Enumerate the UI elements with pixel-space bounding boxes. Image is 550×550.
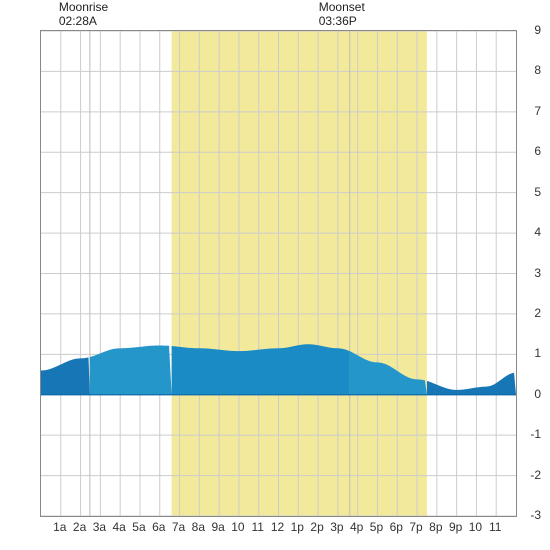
moonrise-time: 02:28A — [59, 14, 139, 28]
y-tick: 4 — [521, 225, 541, 239]
moonrise-label: Moonrise 02:28A — [59, 0, 139, 29]
tide-chart-container: Moonrise 02:28A Moonset 03:36P -3 -2 -1 0 1 2… — [0, 0, 550, 550]
moonset-label: Moonset 03:36P — [319, 0, 399, 29]
y-tick: 6 — [521, 144, 541, 158]
y-tick: -1 — [521, 427, 541, 441]
y-tick: -3 — [521, 508, 541, 522]
y-tick: 2 — [521, 306, 541, 320]
y-tick: 0 — [521, 387, 541, 401]
y-tick: 1 — [521, 346, 541, 360]
moonset-time: 03:36P — [319, 14, 399, 28]
y-tick: -2 — [521, 468, 541, 482]
y-tick: 3 — [521, 266, 541, 280]
y-tick: 7 — [521, 104, 541, 118]
y-tick: 8 — [521, 63, 541, 77]
moonset-title: Moonset — [319, 0, 399, 14]
y-tick: 5 — [521, 185, 541, 199]
y-tick: 9 — [521, 23, 541, 37]
moonrise-title: Moonrise — [59, 0, 139, 14]
chart-svg — [41, 31, 516, 516]
plot-area — [40, 30, 517, 517]
x-tick: 11 — [483, 520, 507, 534]
